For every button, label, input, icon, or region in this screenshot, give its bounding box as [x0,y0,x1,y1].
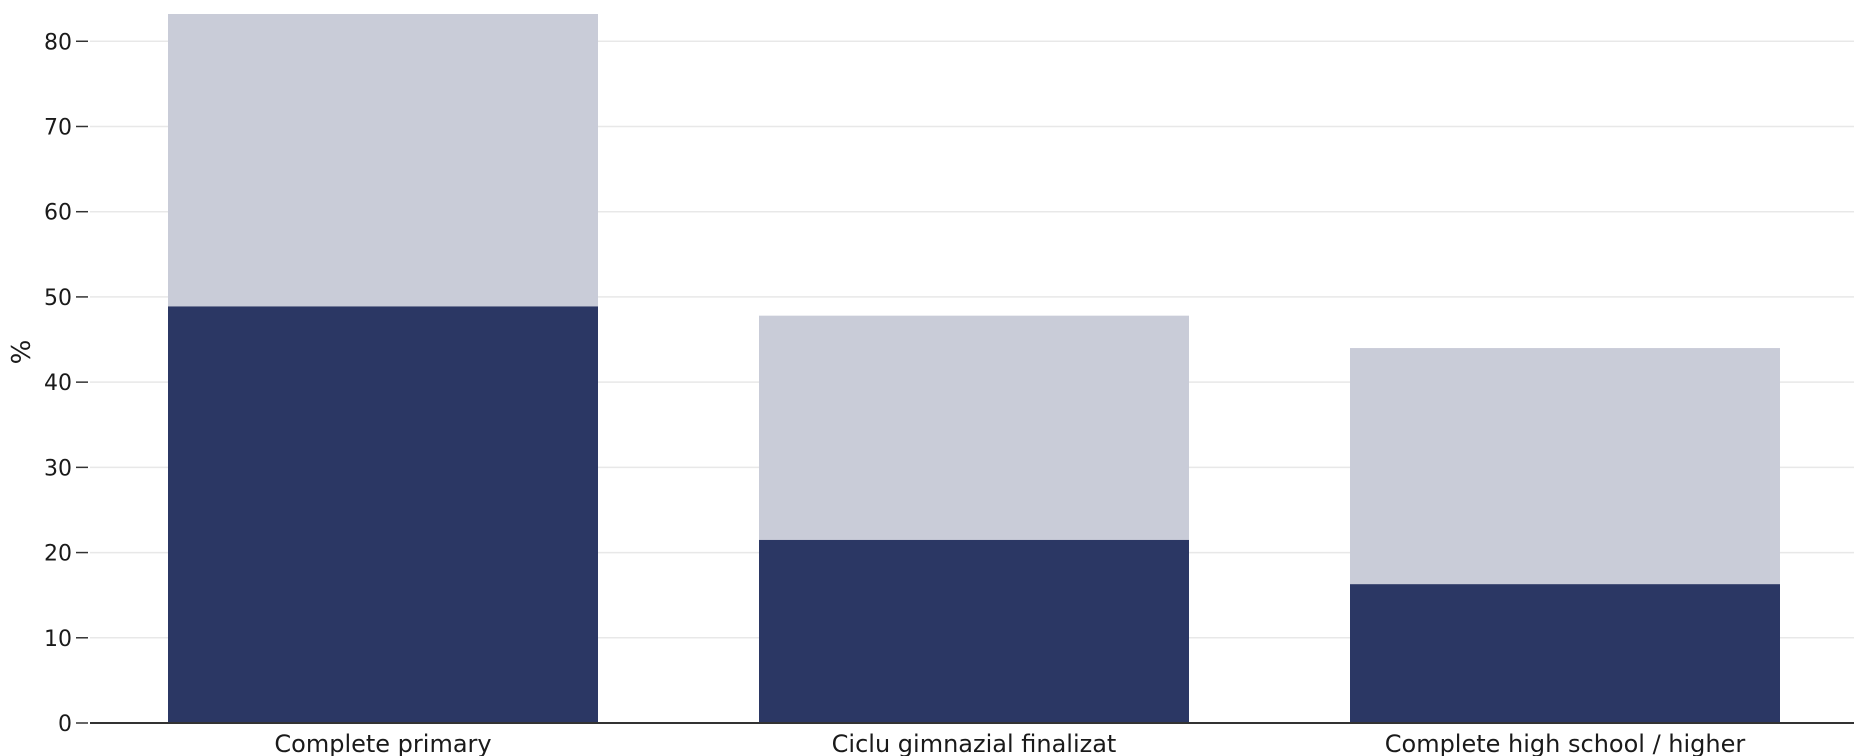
bar-segment-bottom [1350,584,1780,723]
y-tick-label: 50 [44,286,72,311]
x-category-label: Complete primary [274,730,491,756]
x-category-labels: Complete primary Ciclu gimnazial finaliza… [274,730,1745,756]
y-axis-title: % [7,340,37,365]
y-tick-label: 10 [44,627,72,652]
y-tick-label: 40 [44,371,72,396]
bar-segment-bottom [759,539,1189,723]
y-tick-label: 30 [44,456,72,481]
bar-segment-top [1350,348,1780,585]
y-tick-label: 0 [58,712,72,737]
bar-segment-top [168,14,598,307]
y-tick-label: 20 [44,542,72,567]
y-tick-labels: 0 10 20 30 40 50 60 70 80 [44,30,88,737]
y-tick-label: 60 [44,201,72,226]
bars [168,14,1780,723]
bar-segment-top [759,315,1189,540]
x-category-label: Ciclu gimnazial finalizat [832,730,1117,756]
bar-segment-bottom [168,306,598,723]
y-tick-label: 70 [44,115,72,140]
x-category-label: Complete high school / higher [1385,730,1746,756]
y-tick-label: 80 [44,30,72,55]
